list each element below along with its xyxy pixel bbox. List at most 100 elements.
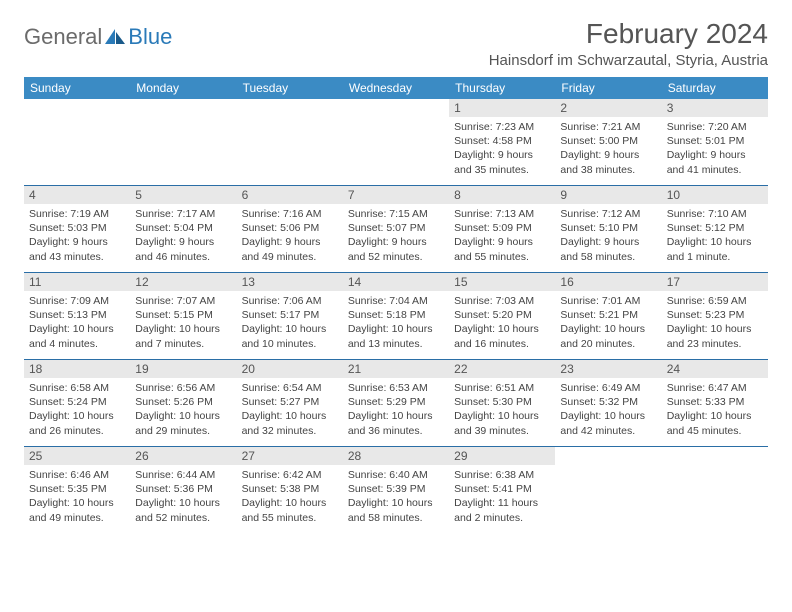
day-cell: [24, 99, 130, 185]
day-cell: 2 Sunrise: 7:21 AMSunset: 5:00 PMDaylight…: [555, 99, 661, 185]
day-cell: 3 Sunrise: 7:20 AMSunset: 5:01 PMDaylight…: [662, 99, 768, 185]
day-cell: 28 Sunrise: 6:40 AMSunset: 5:39 PMDayligh…: [343, 447, 449, 533]
week-row: 1 Sunrise: 7:23 AMSunset: 4:58 PMDaylight…: [24, 99, 768, 185]
day-cell: 24 Sunrise: 6:47 AMSunset: 5:33 PMDayligh…: [662, 360, 768, 446]
day-number: 5: [130, 186, 236, 204]
day-number: 12: [130, 273, 236, 291]
day-number: 21: [343, 360, 449, 378]
day-number: 23: [555, 360, 661, 378]
day-cell: 23 Sunrise: 6:49 AMSunset: 5:32 PMDayligh…: [555, 360, 661, 446]
day-number: 3: [662, 99, 768, 117]
day-info: Sunrise: 6:49 AMSunset: 5:32 PMDaylight:…: [560, 381, 656, 438]
day-cell: 1 Sunrise: 7:23 AMSunset: 4:58 PMDaylight…: [449, 99, 555, 185]
day-cell: 10Sunrise: 7:10 AMSunset: 5:12 PMDayligh…: [662, 186, 768, 272]
day-number: 24: [662, 360, 768, 378]
week-row: 25 Sunrise: 6:46 AMSunset: 5:35 PMDayligh…: [24, 446, 768, 533]
day-info: Sunrise: 7:01 AMSunset: 5:21 PMDaylight:…: [560, 294, 656, 351]
day-cell: 6 Sunrise: 7:16 AMSunset: 5:06 PMDaylight…: [237, 186, 343, 272]
header: General Blue February 2024 Hainsdorf im …: [24, 18, 768, 69]
day-number: 4: [24, 186, 130, 204]
logo: General Blue: [24, 24, 172, 50]
day-info: Sunrise: 7:19 AMSunset: 5:03 PMDaylight:…: [29, 207, 125, 264]
day-cell: 8 Sunrise: 7:13 AMSunset: 5:09 PMDaylight…: [449, 186, 555, 272]
day-cell: 12 Sunrise: 7:07 AMSunset: 5:15 PMDayligh…: [130, 273, 236, 359]
day-cell: 25 Sunrise: 6:46 AMSunset: 5:35 PMDayligh…: [24, 447, 130, 533]
day-number: 17: [662, 273, 768, 291]
day-cell: 20Sunrise: 6:54 AMSunset: 5:27 PMDayligh…: [237, 360, 343, 446]
day-info: Sunrise: 6:53 AMSunset: 5:29 PMDaylight:…: [348, 381, 444, 438]
day-info: Sunrise: 7:15 AMSunset: 5:07 PMDaylight:…: [348, 207, 444, 264]
day-info: Sunrise: 7:09 AMSunset: 5:13 PMDaylight:…: [29, 294, 125, 351]
day-cell: 17Sunrise: 6:59 AMSunset: 5:23 PMDayligh…: [662, 273, 768, 359]
day-cell: 29Sunrise: 6:38 AMSunset: 5:41 PMDayligh…: [449, 447, 555, 533]
day-number: 11: [24, 273, 130, 291]
day-info: Sunrise: 7:04 AMSunset: 5:18 PMDaylight:…: [348, 294, 444, 351]
day-info: Sunrise: 7:13 AMSunset: 5:09 PMDaylight:…: [454, 207, 550, 264]
day-info: Sunrise: 7:12 AMSunset: 5:10 PMDaylight:…: [560, 207, 656, 264]
day-number: 26: [130, 447, 236, 465]
day-info: Sunrise: 7:23 AMSunset: 4:58 PMDaylight:…: [454, 120, 550, 177]
day-cell: 4 Sunrise: 7:19 AMSunset: 5:03 PMDaylight…: [24, 186, 130, 272]
calendar: SundayMondayTuesdayWednesdayThursdayFrid…: [24, 77, 768, 533]
day-header-cell: Thursday: [449, 77, 555, 99]
day-cell: [662, 447, 768, 533]
day-cell: [130, 99, 236, 185]
day-info: Sunrise: 7:10 AMSunset: 5:12 PMDaylight:…: [667, 207, 763, 264]
day-info: Sunrise: 7:17 AMSunset: 5:04 PMDaylight:…: [135, 207, 231, 264]
day-number: 1: [449, 99, 555, 117]
day-info: Sunrise: 6:44 AMSunset: 5:36 PMDaylight:…: [135, 468, 231, 525]
day-info: Sunrise: 6:46 AMSunset: 5:35 PMDaylight:…: [29, 468, 125, 525]
day-number: 28: [343, 447, 449, 465]
day-cell: [343, 99, 449, 185]
day-info: Sunrise: 7:20 AMSunset: 5:01 PMDaylight:…: [667, 120, 763, 177]
day-header-cell: Monday: [130, 77, 236, 99]
day-number: 18: [24, 360, 130, 378]
day-info: Sunrise: 6:42 AMSunset: 5:38 PMDaylight:…: [242, 468, 338, 525]
day-number: 7: [343, 186, 449, 204]
day-cell: 7 Sunrise: 7:15 AMSunset: 5:07 PMDaylight…: [343, 186, 449, 272]
day-cell: 11 Sunrise: 7:09 AMSunset: 5:13 PMDayligh…: [24, 273, 130, 359]
day-number: 15: [449, 273, 555, 291]
day-cell: [237, 99, 343, 185]
location: Hainsdorf im Schwarzautal, Styria, Austr…: [489, 52, 768, 69]
week-row: 11 Sunrise: 7:09 AMSunset: 5:13 PMDayligh…: [24, 272, 768, 359]
day-info: Sunrise: 6:54 AMSunset: 5:27 PMDaylight:…: [242, 381, 338, 438]
day-number: 14: [343, 273, 449, 291]
day-info: Sunrise: 7:16 AMSunset: 5:06 PMDaylight:…: [242, 207, 338, 264]
day-info: Sunrise: 6:47 AMSunset: 5:33 PMDaylight:…: [667, 381, 763, 438]
weeks-container: 1 Sunrise: 7:23 AMSunset: 4:58 PMDaylight…: [24, 99, 768, 533]
day-cell: 27 Sunrise: 6:42 AMSunset: 5:38 PMDayligh…: [237, 447, 343, 533]
day-number: 27: [237, 447, 343, 465]
day-cell: 9 Sunrise: 7:12 AMSunset: 5:10 PMDaylight…: [555, 186, 661, 272]
day-number: 13: [237, 273, 343, 291]
day-number: 8: [449, 186, 555, 204]
day-cell: [555, 447, 661, 533]
day-info: Sunrise: 6:51 AMSunset: 5:30 PMDaylight:…: [454, 381, 550, 438]
day-info: Sunrise: 6:40 AMSunset: 5:39 PMDaylight:…: [348, 468, 444, 525]
day-number: 9: [555, 186, 661, 204]
day-cell: 21 Sunrise: 6:53 AMSunset: 5:29 PMDayligh…: [343, 360, 449, 446]
day-cell: 13 Sunrise: 7:06 AMSunset: 5:17 PMDayligh…: [237, 273, 343, 359]
day-header-row: SundayMondayTuesdayWednesdayThursdayFrid…: [24, 77, 768, 99]
day-cell: 26 Sunrise: 6:44 AMSunset: 5:36 PMDayligh…: [130, 447, 236, 533]
day-number: 2: [555, 99, 661, 117]
day-number: 19: [130, 360, 236, 378]
day-info: Sunrise: 7:21 AMSunset: 5:00 PMDaylight:…: [560, 120, 656, 177]
day-number: 6: [237, 186, 343, 204]
day-number: 22: [449, 360, 555, 378]
day-cell: 19 Sunrise: 6:56 AMSunset: 5:26 PMDayligh…: [130, 360, 236, 446]
day-info: Sunrise: 7:06 AMSunset: 5:17 PMDaylight:…: [242, 294, 338, 351]
day-header-cell: Tuesday: [237, 77, 343, 99]
day-number: 25: [24, 447, 130, 465]
week-row: 4 Sunrise: 7:19 AMSunset: 5:03 PMDaylight…: [24, 185, 768, 272]
day-info: Sunrise: 7:07 AMSunset: 5:15 PMDaylight:…: [135, 294, 231, 351]
day-header-cell: Friday: [555, 77, 661, 99]
day-header-cell: Wednesday: [343, 77, 449, 99]
day-cell: 18Sunrise: 6:58 AMSunset: 5:24 PMDayligh…: [24, 360, 130, 446]
logo-text-blue: Blue: [128, 24, 172, 50]
day-number: 29: [449, 447, 555, 465]
sail-icon: [104, 28, 126, 46]
day-cell: 15Sunrise: 7:03 AMSunset: 5:20 PMDayligh…: [449, 273, 555, 359]
day-info: Sunrise: 6:56 AMSunset: 5:26 PMDaylight:…: [135, 381, 231, 438]
month-title: February 2024: [489, 18, 768, 50]
